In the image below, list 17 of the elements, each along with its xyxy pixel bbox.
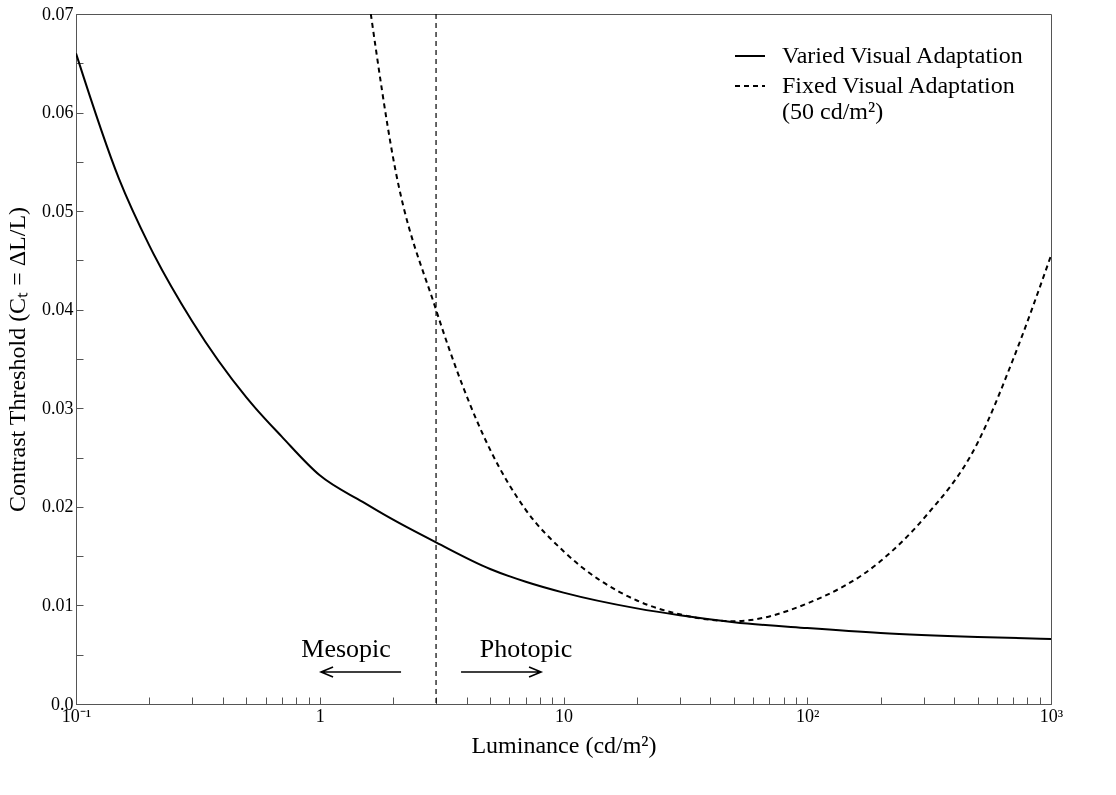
annotation: Mesopic (301, 634, 391, 663)
annotation: Photopic (479, 634, 573, 663)
x-tick-label: 10³ (1039, 705, 1064, 726)
y-tick-label: 0.06 (42, 102, 74, 123)
y-tick-label: 0.03 (42, 397, 74, 418)
y-tick-label: 0.01 (42, 594, 74, 615)
legend-label: Varied Visual Adaptation (782, 42, 1023, 68)
y-tick-label: 0.04 (42, 299, 74, 320)
y-tick-label: 0.02 (42, 496, 74, 517)
x-tick-label: 10² (796, 705, 820, 726)
x-tick-label: 10 (555, 705, 573, 726)
y-tick-label: 0.07 (42, 3, 74, 24)
y-axis-title: Contrast Threshold (Cₜ = ΔL/L) (4, 206, 30, 513)
x-tick-label: 1 (315, 705, 325, 726)
y-tick-label: 0.05 (42, 200, 74, 221)
legend-label: Fixed Visual Adaptation (50 cd/m²) (782, 72, 1015, 124)
x-axis-title: Luminance (cd/m²) (471, 731, 657, 758)
